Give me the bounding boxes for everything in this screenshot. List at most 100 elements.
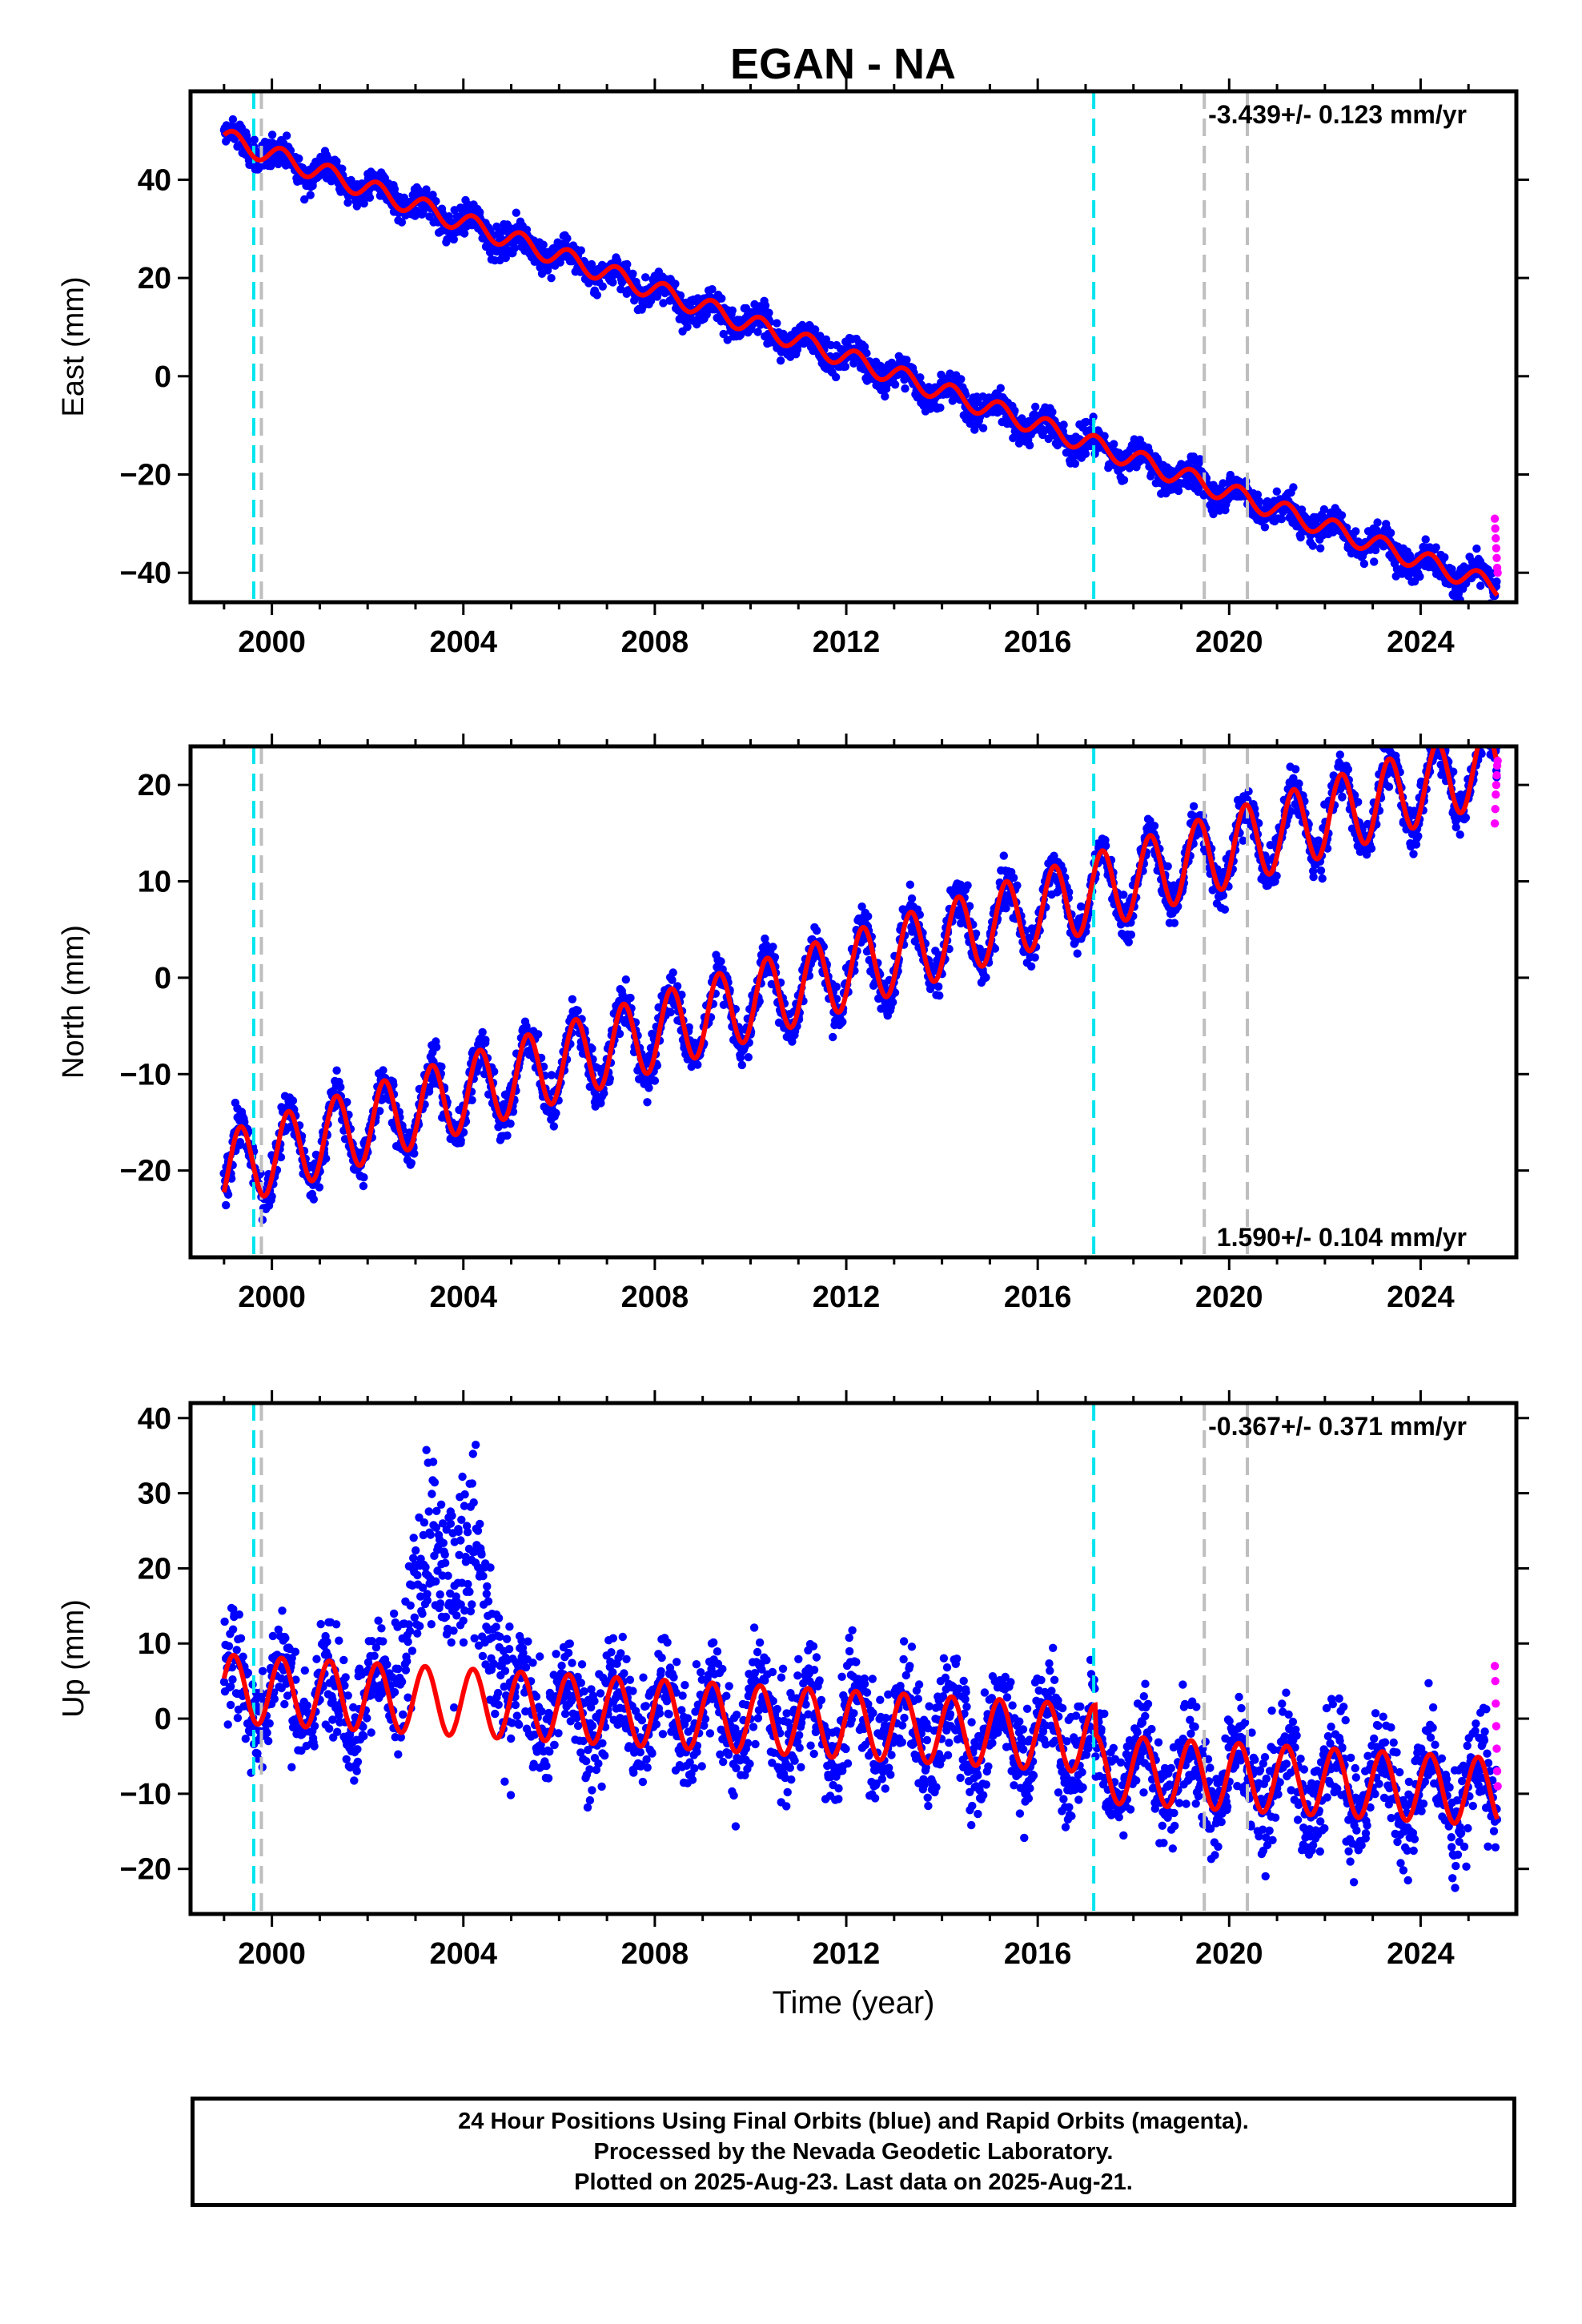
data-point [623,259,632,269]
data-point [652,1061,662,1070]
data-point [288,1096,298,1105]
data-point [1318,874,1327,883]
data-point [359,199,368,208]
data-point [902,356,911,364]
data-point [468,1096,476,1105]
y-tick-label: −40 [120,557,171,590]
y-tick-label: 20 [138,262,171,296]
data-point [963,881,972,890]
data-point [753,328,762,336]
data-point [359,1173,368,1182]
data-point [1421,535,1430,544]
data-point [889,998,897,1007]
data-point [613,256,622,265]
data-point [841,362,850,371]
data-point [501,253,510,263]
data-point [832,983,841,991]
data-point [295,154,303,163]
data-point [1289,483,1298,492]
data-point [425,212,434,221]
data-point [428,191,437,199]
rapid-point [1491,524,1500,533]
data-point [1010,406,1019,416]
data-point [343,1098,351,1107]
data-point [1492,577,1501,586]
data-point [812,926,821,935]
x-tick-label: 2012 [813,625,881,659]
data-point [359,1181,368,1191]
data-point [1386,529,1395,537]
y-tick-label: 40 [138,163,171,197]
data-point [1308,541,1318,550]
data-point [671,279,680,288]
data-point [547,1071,556,1080]
data-point [1295,779,1303,788]
data-point [250,135,259,144]
data-point [773,319,781,328]
data-point [829,1032,837,1042]
data-point [999,851,1009,860]
data-point [309,1195,318,1204]
data-point [228,115,238,124]
plot-area [219,746,1502,1257]
data-point [831,372,841,382]
data-point [1415,572,1424,581]
y-tick-label: 0 [155,360,171,394]
data-point [600,1089,608,1098]
data-point [641,273,650,282]
data-point [761,301,770,310]
data-point [1150,822,1159,830]
data-point [659,299,668,308]
x-tick-label: 2004 [429,625,497,659]
data-point [1277,515,1287,524]
plot-area [219,91,1502,602]
data-point [811,325,820,334]
data-point [617,278,627,287]
data-point [407,1159,416,1168]
y-tick-label: −20 [120,459,171,493]
data-point [1081,449,1090,458]
data-point [343,198,352,207]
data-point [534,1030,543,1039]
data-point [616,285,625,294]
data-point [797,320,807,330]
data-point [547,274,556,283]
data-point [276,1152,286,1162]
data-point [1174,486,1183,496]
data-point [916,373,925,382]
data-point [890,380,900,389]
data-point [957,375,966,384]
data-point [1009,873,1018,883]
data-point [881,392,889,401]
data-point [596,1099,605,1108]
data-point [1195,455,1205,464]
data-point [1048,408,1057,416]
data-point [598,282,607,291]
data-point [506,1120,515,1128]
data-point [605,1074,614,1084]
data-point [437,1062,446,1072]
data-point [1124,938,1134,947]
data-point [1272,487,1282,496]
data-point [365,193,375,202]
x-tick-label: 2020 [1195,625,1263,659]
rapid-point [1490,514,1500,523]
data-point [338,164,347,173]
data-point [1013,881,1022,890]
data-point [300,195,309,204]
data-point [424,1087,434,1096]
rapid-point [1493,568,1502,577]
data-point [332,1066,341,1075]
data-point [512,208,520,217]
data-point [615,1029,624,1039]
data-point [1110,440,1118,448]
data-point [478,1027,487,1037]
data-point [1100,432,1109,440]
data-point [1119,476,1129,485]
x-tick-label: 2024 [1387,625,1455,659]
data-point [717,957,725,966]
data-point [650,1076,660,1085]
data-point [1253,490,1263,499]
data-point [1431,543,1440,552]
data-point [1476,581,1485,590]
